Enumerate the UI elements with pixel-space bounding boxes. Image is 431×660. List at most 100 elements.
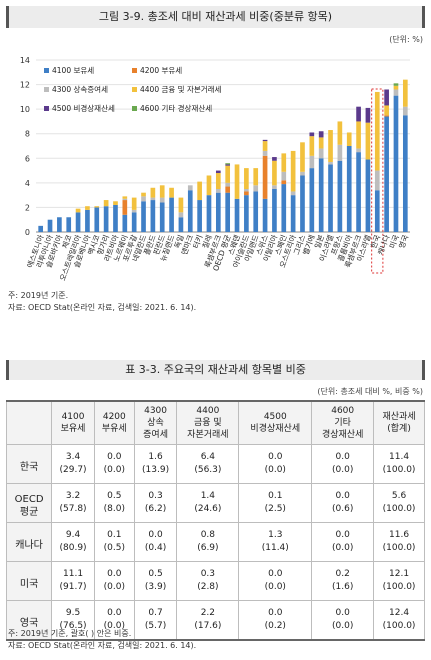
table-cell-value: 11.6: [373, 522, 425, 542]
table-cell-value: 1.4: [176, 483, 240, 503]
y-tick-label: 14: [20, 56, 30, 65]
bar-segment: [328, 161, 333, 165]
y-tick-label: 2: [25, 203, 30, 212]
table-cell-value: 0.2: [311, 561, 375, 581]
bar-segment: [365, 107, 371, 123]
bar-segment: [272, 189, 277, 232]
bar-segment: [122, 198, 128, 201]
bar-segment: [215, 170, 221, 174]
table-cell-share: (3.9): [133, 581, 178, 601]
bar-segment: [178, 197, 184, 213]
bar-segment: [206, 195, 212, 232]
bar-segment: [337, 144, 343, 161]
bar-segment: [262, 141, 268, 151]
table-cell-share: (56.3): [176, 464, 240, 484]
table-cell-value: 0.0: [311, 483, 375, 503]
legend-label: 4300 상속증여세: [52, 84, 108, 94]
bar-segment: [244, 189, 249, 192]
table-cell-value: 0.0: [93, 600, 135, 620]
table-cell-value: 0.0: [93, 561, 135, 581]
bar-segment: [150, 197, 156, 201]
bar-segment: [253, 168, 259, 186]
bar-segment: [253, 185, 259, 192]
bar-segment: [374, 91, 380, 171]
y-tick-label: 0: [25, 228, 30, 237]
country-label: 미국: [5, 561, 53, 601]
table-cell-value: 11.1: [51, 561, 95, 581]
table-cell-value: 5.6: [373, 483, 425, 503]
bar-segment: [206, 175, 212, 196]
table-cell-value: 0.0: [311, 444, 375, 464]
bar-segment: [356, 106, 361, 122]
table-cell-value: 3.4: [51, 444, 95, 464]
bar-segment: [215, 173, 221, 189]
y-tick-label: 10: [20, 105, 30, 114]
bar-segment: [328, 130, 333, 162]
bar-segment: [393, 85, 399, 90]
table-cell-value: 0.5: [93, 483, 135, 503]
bar-segment: [309, 132, 315, 137]
bar-segment: [384, 116, 389, 232]
bar-segment: [122, 196, 128, 199]
bar-segment: [150, 200, 156, 232]
bar-segment: [290, 195, 296, 232]
table-cell-share: (6.2): [133, 503, 178, 523]
table-cell-value: 0.7: [133, 600, 178, 620]
table-cell-value: 0.0: [238, 561, 313, 581]
bar-segment: [262, 139, 268, 142]
bar-segment: [141, 196, 146, 202]
bar-segment: [365, 122, 371, 160]
table-cell-share: (100.0): [373, 542, 425, 562]
bar-segment: [281, 180, 287, 185]
table-cell-share: (0.0): [93, 581, 135, 601]
table-row-shares: (76.5) (0.0) (5.7) (17.6) (0.2) (0.0) (100.0): [7, 620, 425, 641]
legend-swatch: [132, 87, 137, 92]
bar-segment: [356, 148, 361, 153]
table-cell-value: 12.1: [373, 561, 425, 581]
table-row-shares: (57.8) (8.0) (6.2) (24.6) (2.5) (0.6) (100.0): [7, 503, 425, 523]
table-cell-share: (29.7): [51, 464, 95, 484]
bar-segment: [159, 185, 165, 198]
table-header-row: 4100 보유세 4200 부유세 4300 상속 증여세 4400 금융 및 자본거래세 …: [5, 400, 425, 445]
bar-segment: [402, 106, 408, 116]
bar-segment: [356, 152, 361, 232]
table-cell-share: (0.0): [238, 581, 313, 601]
bar-segment: [94, 206, 100, 208]
bar-segment: [131, 212, 137, 232]
bar-segment: [262, 150, 268, 156]
bar-segment: [337, 160, 343, 232]
bar-segment: [169, 187, 174, 198]
table-cell-share: (0.2): [238, 620, 313, 641]
bar-segment: [113, 201, 118, 205]
table-row-values: OECD 평균 3.2 0.5 0.3 1.4 0.1 0.0 5.6: [5, 483, 425, 523]
bar-segment: [402, 79, 408, 107]
table-cell-share: (11.4): [238, 542, 313, 562]
bar-segment: [384, 89, 389, 106]
table-cell-value: 12.4: [373, 600, 425, 620]
bar-segment: [122, 214, 128, 232]
table-cell-value: 0.3: [176, 561, 240, 581]
table-cell-share: (2.8): [176, 581, 240, 601]
bar-segment: [262, 198, 268, 232]
bar-segment: [346, 132, 352, 146]
bar-segment: [225, 165, 231, 183]
table-cell-value: 0.1: [93, 522, 135, 542]
table-row-values: 영국 9.5 0.0 0.7 2.2 0.0 0.0 12.4: [5, 600, 425, 641]
bar-segment: [178, 217, 184, 232]
table-cell-share: (2.5): [238, 503, 313, 523]
bar-segment: [374, 190, 380, 232]
x-tick-label: 독일: [173, 234, 186, 250]
table-cell-share: (0.5): [93, 542, 135, 562]
x-tick-label: 한국: [369, 234, 382, 250]
legend-swatch: [132, 106, 137, 111]
x-tick-label: 터키: [191, 234, 204, 250]
table-row-shares: (91.7) (0.0) (3.9) (2.8) (0.0) (1.6) (100.0): [7, 581, 425, 601]
legend-label: 4200 부유세: [140, 66, 182, 75]
table-cell-share: (57.8): [51, 503, 95, 523]
header-4100: 4100 보유세: [51, 400, 95, 445]
table-cell-share: (1.6): [311, 581, 375, 601]
table-note: 주: 2019년 기준, 괄호( ) 안은 비중.: [8, 629, 132, 638]
bar-segment: [122, 200, 128, 215]
bar-segment: [75, 208, 81, 213]
table-cell-share: (17.6): [176, 620, 240, 641]
